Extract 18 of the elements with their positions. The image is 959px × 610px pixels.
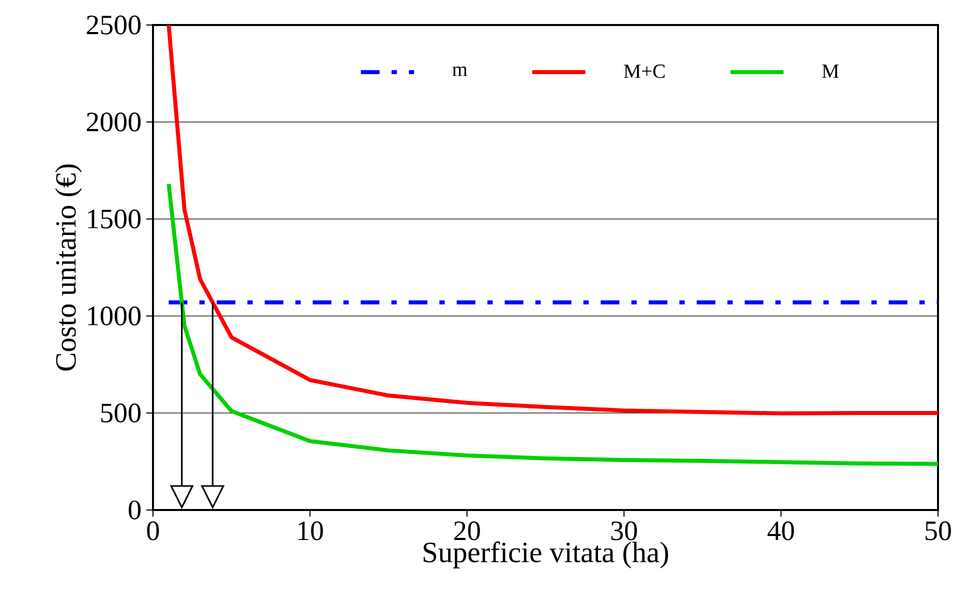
legend-label: M: [822, 64, 839, 78]
x-axis-title: Superficie vitata (ha): [424, 541, 668, 568]
y-tick-label: 500: [101, 404, 141, 422]
y-tick-label: 0: [128, 500, 141, 520]
x-tick-label: 10: [298, 521, 323, 540]
y-tick-label: 1000: [88, 306, 141, 326]
x-tick-label: 30: [611, 521, 637, 540]
x-tick-label: 50: [926, 521, 951, 540]
y-tick-label: 2000: [86, 112, 141, 132]
legend-label: M+C: [624, 64, 665, 78]
y-tick-label: 1500: [88, 210, 141, 228]
x-tick-label: 40: [768, 521, 794, 540]
x-tick-label: 20: [454, 521, 480, 540]
y-tick-label: 2500: [86, 16, 141, 34]
x-tick-label: 0: [147, 521, 159, 540]
legend-label: m: [452, 66, 468, 76]
y-axis-title: Costo unitario (€): [55, 164, 82, 371]
line-series: [166, 182, 940, 466]
